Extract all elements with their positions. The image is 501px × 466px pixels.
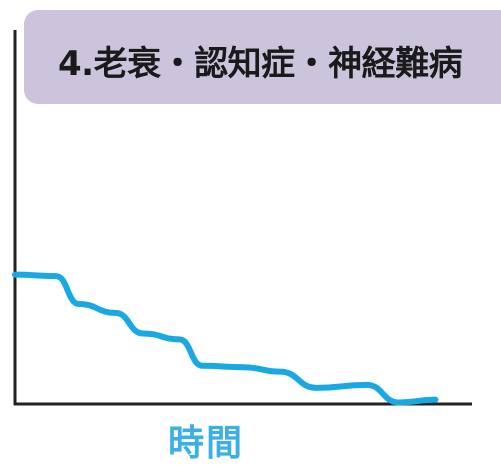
axes — [13, 30, 472, 406]
series-line-0 — [12, 271, 439, 406]
x-axis-label: 時間 — [168, 423, 245, 464]
chart-title: 4.老衰・認知症・神経難病 — [58, 44, 463, 84]
title-banner: 4.老衰・認知症・神経難病 — [24, 10, 501, 104]
plot-area — [12, 271, 439, 406]
